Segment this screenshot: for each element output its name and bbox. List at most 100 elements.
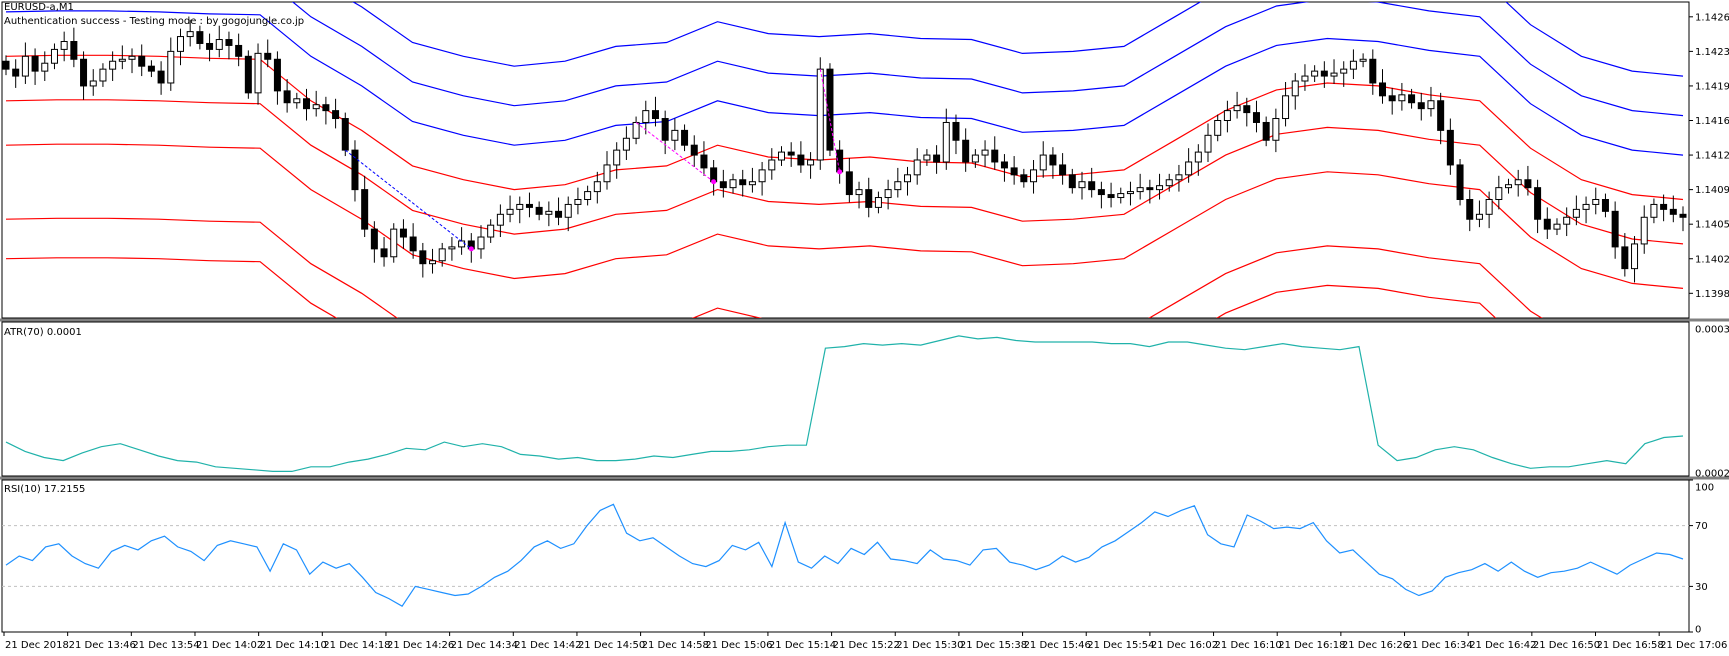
price-tick-label: 1.14230 [1695, 47, 1729, 58]
candle-body-down [1466, 199, 1474, 220]
time-tick-label: 21 Dec 14:02 [196, 640, 263, 651]
candle [777, 146, 785, 166]
candle-body-down [991, 149, 999, 163]
candle-body-up [186, 31, 194, 38]
candle-body-up [390, 228, 398, 258]
candle [225, 31, 233, 60]
candle-body-up [622, 137, 630, 151]
candle-body-down [1669, 208, 1677, 215]
candle [1156, 173, 1164, 200]
candle [613, 142, 621, 179]
candle-body-up [50, 48, 58, 64]
candle-body-down [1446, 129, 1454, 166]
candle [50, 43, 58, 70]
candle [768, 148, 776, 180]
candle-body-up [176, 36, 184, 52]
atr-line [5, 335, 1684, 472]
time-tick-label: 21 Dec 15:54 [1087, 640, 1154, 651]
atr-panel-frame [1, 321, 1690, 477]
time-tick-label: 21 Dec 14:50 [578, 640, 645, 651]
candle-body-up [564, 203, 572, 218]
candle [991, 136, 999, 170]
candle-body-up [1126, 191, 1134, 195]
candle-body-down [283, 90, 291, 104]
candle [1349, 49, 1357, 80]
candle-body-up [128, 55, 136, 60]
candle-body-up [884, 189, 892, 199]
candle-body-up [1291, 80, 1299, 97]
time-tick-label: 21 Dec 16:10 [1215, 640, 1282, 651]
candle-body-down [361, 189, 369, 230]
candle-body-down [1611, 210, 1619, 248]
candle [1485, 191, 1493, 229]
candle [1088, 167, 1096, 198]
candle-body-up [942, 121, 950, 163]
candle [1272, 108, 1280, 153]
candle-body-up [574, 199, 582, 205]
candle [370, 221, 378, 263]
candle [1563, 207, 1571, 237]
price-tick-label: 1.14020 [1695, 254, 1729, 265]
candle [1214, 114, 1222, 142]
candle [1262, 116, 1270, 147]
candle [399, 219, 407, 249]
candle-body-down [1534, 187, 1542, 220]
candle-body-down [1524, 179, 1532, 189]
candle [273, 51, 281, 105]
candle [1194, 144, 1202, 176]
candle-body-up [1223, 110, 1231, 121]
price-tick-label: 1.14055 [1695, 220, 1729, 231]
candle-body-up [807, 159, 815, 166]
candle [390, 223, 398, 263]
candle [1010, 156, 1018, 185]
candle [1582, 196, 1590, 224]
candle-body-down [1146, 187, 1154, 191]
time-tick-label: 21 Dec 15:46 [1024, 640, 1091, 651]
candle-body-down [826, 68, 834, 151]
candle [1437, 92, 1445, 145]
candle [341, 112, 349, 157]
candle [80, 51, 88, 100]
candle-body-down [273, 58, 281, 92]
time-tick-label: 21 Dec 13:46 [69, 640, 136, 651]
candle [496, 204, 504, 238]
candle-body-up [1204, 134, 1212, 153]
price-tick-label: 1.14125 [1695, 151, 1729, 162]
candle-body-down [322, 104, 330, 112]
candle-body-down [1020, 174, 1028, 183]
candle-body-down [1408, 94, 1416, 104]
candle [1388, 87, 1396, 115]
candle [971, 149, 979, 168]
atr-panel-label: ATR(70) 0.0001 [4, 327, 82, 338]
candle-body-down [380, 248, 388, 258]
time-tick-label: 21 Dec 13:54 [132, 640, 199, 651]
candle-body-up [477, 236, 485, 250]
candle-body-up [312, 104, 320, 110]
candle-body-up [1475, 213, 1483, 220]
time-tick-label: 21 Dec 14:26 [387, 640, 454, 651]
red-envelope-band-0 [5, 54, 1684, 201]
time-tick-label: 21 Dec 15:14 [769, 640, 836, 651]
candle [981, 140, 989, 167]
blue-envelope-band-2 [5, 10, 1684, 156]
candle-body-up [981, 149, 989, 156]
candle-body-up [1563, 216, 1571, 225]
candle-body-down [1107, 194, 1115, 199]
candle-body-down [2, 60, 10, 70]
candle [157, 61, 165, 95]
zigzag-marker [711, 179, 717, 185]
price-tick-label: 1.14265 [1695, 12, 1729, 23]
candle [555, 197, 563, 226]
candle-body-down [332, 110, 340, 120]
candle [1020, 168, 1028, 188]
candle [865, 177, 873, 218]
candle [1078, 171, 1086, 200]
time-tick-label: 21 Dec 15:38 [960, 640, 1027, 651]
candle [196, 25, 204, 50]
candle [681, 124, 689, 152]
candle [109, 51, 117, 81]
rsi-tick-label: 0 [1695, 625, 1701, 636]
candle [167, 37, 175, 91]
candle-body-up [254, 52, 262, 94]
